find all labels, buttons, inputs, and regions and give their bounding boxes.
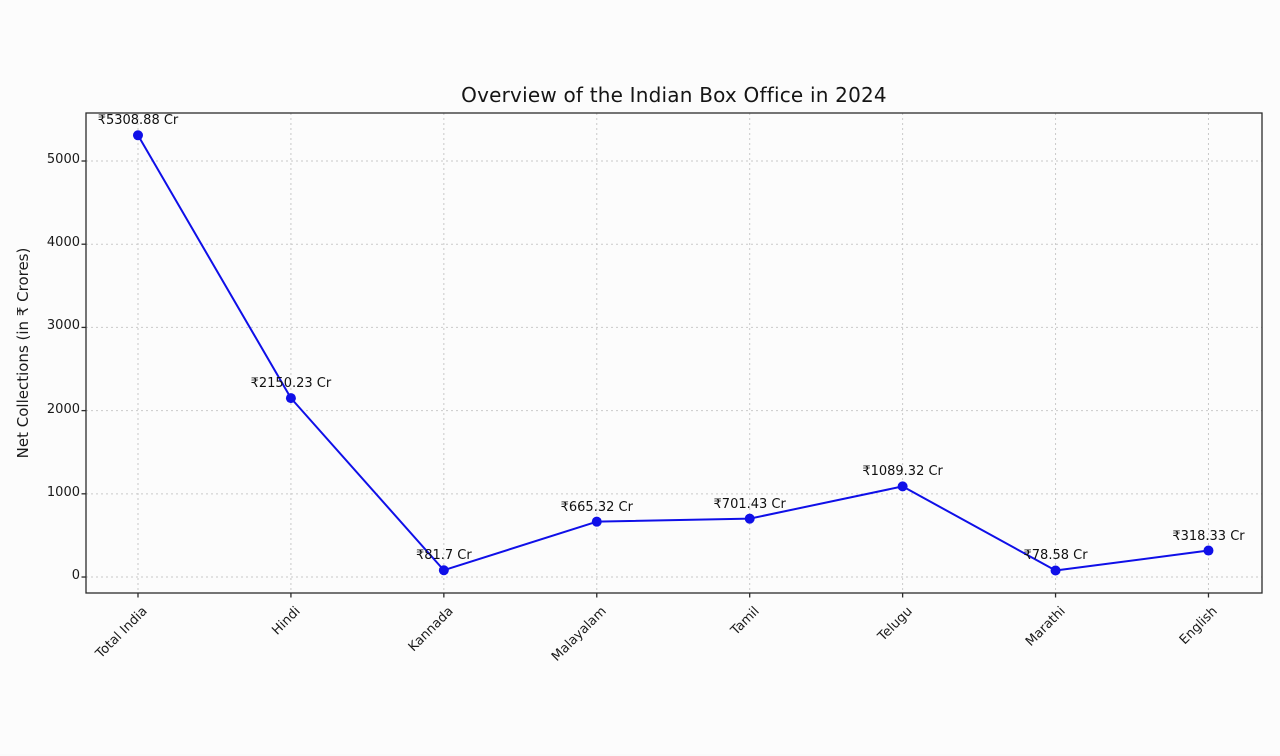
y-tick-label: 5000 bbox=[46, 152, 80, 167]
data-point-marker bbox=[591, 516, 602, 527]
data-point-marker bbox=[1050, 565, 1061, 576]
data-point-marker bbox=[438, 565, 449, 576]
data-point-label: ₹665.32 Cr bbox=[560, 499, 633, 515]
data-point-marker bbox=[132, 130, 143, 141]
y-tick-label: 4000 bbox=[46, 235, 80, 251]
data-point-marker bbox=[744, 513, 755, 524]
data-point-marker bbox=[1203, 545, 1214, 556]
data-line bbox=[136, 134, 1210, 572]
chart-title: Overview of the Indian Box Office in 202… bbox=[461, 83, 887, 107]
y-tick-label: 1000 bbox=[46, 484, 80, 500]
y-axis-label: Net Collections (in ₹ Crores) bbox=[14, 247, 32, 459]
data-point-label: ₹78.58 Cr bbox=[1023, 548, 1088, 564]
plot-frame bbox=[85, 112, 1263, 594]
data-point-label: ₹318.33 Cr bbox=[1172, 528, 1245, 544]
y-tick-label: 2000 bbox=[46, 401, 80, 417]
data-point-label: ₹1089.32 Cr bbox=[862, 464, 943, 480]
y-tick-label: 0 bbox=[71, 568, 80, 584]
data-point-label: ₹5308.88 Cr bbox=[97, 113, 179, 129]
data-point-marker bbox=[285, 393, 296, 404]
data-point-label: ₹81.7 Cr bbox=[415, 548, 472, 564]
data-point-label: ₹2150.23 Cr bbox=[250, 376, 332, 392]
data-point-marker bbox=[897, 481, 908, 492]
y-tick-label: 3000 bbox=[46, 318, 80, 334]
data-point-label: ₹701.43 Cr bbox=[713, 496, 786, 512]
